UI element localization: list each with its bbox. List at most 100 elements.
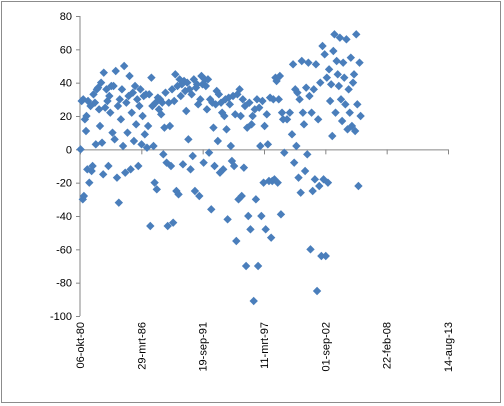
data-point bbox=[244, 211, 253, 221]
data-point bbox=[79, 95, 88, 104]
data-point bbox=[236, 111, 245, 121]
data-point bbox=[149, 141, 158, 151]
data-point bbox=[312, 286, 322, 296]
data-point bbox=[224, 93, 233, 102]
data-point bbox=[355, 58, 364, 67]
data-point bbox=[330, 30, 339, 39]
data-point bbox=[337, 116, 347, 126]
data-point bbox=[79, 191, 89, 201]
data-point bbox=[222, 125, 231, 134]
data-point bbox=[98, 170, 108, 179]
x-tick-label: 01-sep-02 bbox=[320, 322, 332, 372]
data-point bbox=[207, 205, 216, 214]
data-point bbox=[123, 128, 132, 137]
data-point bbox=[119, 61, 129, 71]
data-point bbox=[265, 93, 275, 102]
data-point bbox=[293, 88, 302, 97]
x-tick-label: 19-sep-91 bbox=[198, 322, 210, 372]
y-tick-label: 60 bbox=[60, 44, 72, 56]
data-point bbox=[335, 33, 345, 42]
data-point bbox=[146, 221, 155, 231]
data-point bbox=[125, 71, 134, 81]
data-point bbox=[332, 56, 341, 66]
data-point bbox=[298, 108, 308, 117]
data-point bbox=[127, 108, 136, 117]
data-point bbox=[223, 215, 232, 224]
data-point bbox=[326, 80, 336, 89]
data-point bbox=[102, 85, 111, 94]
data-point bbox=[88, 161, 97, 171]
data-point bbox=[108, 128, 117, 137]
data-point bbox=[316, 78, 325, 87]
data-point bbox=[201, 81, 211, 91]
y-tick-label: 40 bbox=[60, 78, 72, 90]
data-point bbox=[350, 126, 360, 136]
data-point bbox=[241, 261, 251, 271]
data-point bbox=[91, 140, 100, 149]
data-point bbox=[100, 103, 110, 112]
data-point bbox=[311, 60, 321, 69]
data-point bbox=[257, 211, 266, 221]
data-point bbox=[342, 35, 351, 44]
data-point bbox=[142, 143, 152, 152]
data-point bbox=[210, 161, 219, 171]
data-point bbox=[187, 90, 196, 99]
data-point bbox=[106, 108, 115, 117]
data-point bbox=[292, 141, 301, 151]
data-point bbox=[352, 30, 361, 39]
data-point bbox=[276, 210, 286, 219]
data-point bbox=[296, 188, 305, 197]
data-point bbox=[318, 41, 327, 51]
data-point bbox=[161, 88, 170, 97]
data-point bbox=[140, 130, 149, 139]
data-point bbox=[232, 236, 241, 246]
x-tick-label: 11-mrt-97 bbox=[259, 322, 271, 369]
data-point bbox=[94, 105, 104, 114]
data-point bbox=[128, 88, 138, 97]
data-point bbox=[182, 106, 191, 116]
data-point bbox=[345, 108, 354, 117]
y-tick-label: 80 bbox=[60, 11, 72, 23]
data-point bbox=[261, 225, 270, 234]
data-point bbox=[186, 165, 195, 174]
data-point bbox=[81, 126, 91, 136]
data-point bbox=[308, 186, 317, 196]
data-point bbox=[121, 168, 130, 177]
data-point bbox=[309, 85, 318, 94]
data-point bbox=[165, 121, 175, 131]
data-point bbox=[137, 140, 146, 149]
y-axis-labels: 80 60 40 20 0 -20 -40 -60 -80 -100 bbox=[50, 11, 72, 323]
data-point bbox=[317, 251, 326, 261]
data-point bbox=[76, 145, 85, 154]
data-point bbox=[240, 101, 250, 111]
data-point bbox=[262, 110, 271, 119]
data-point bbox=[143, 121, 153, 131]
data-point bbox=[133, 95, 142, 104]
data-point bbox=[138, 111, 147, 121]
data-point bbox=[247, 120, 256, 129]
data-point bbox=[202, 105, 212, 114]
data-point bbox=[310, 175, 320, 184]
data-point bbox=[203, 75, 213, 84]
data-point bbox=[341, 100, 350, 109]
data-point bbox=[112, 173, 122, 182]
data-point bbox=[89, 90, 98, 99]
data-point bbox=[324, 65, 334, 74]
data-point bbox=[104, 161, 113, 171]
data-point bbox=[82, 111, 91, 121]
data-point bbox=[251, 195, 261, 204]
data-point bbox=[249, 296, 258, 306]
data-point bbox=[114, 198, 124, 207]
data-point bbox=[254, 103, 264, 112]
data-point bbox=[167, 85, 177, 94]
data-point bbox=[191, 83, 201, 92]
data-point bbox=[333, 70, 342, 79]
data-point bbox=[263, 140, 273, 149]
y-tick-label: -60 bbox=[56, 244, 72, 256]
data-point bbox=[354, 181, 363, 191]
data-point bbox=[226, 141, 236, 151]
data-point bbox=[285, 108, 295, 117]
data-point bbox=[273, 178, 282, 187]
data-point bbox=[96, 78, 106, 87]
y-tick-label: 20 bbox=[60, 111, 72, 123]
